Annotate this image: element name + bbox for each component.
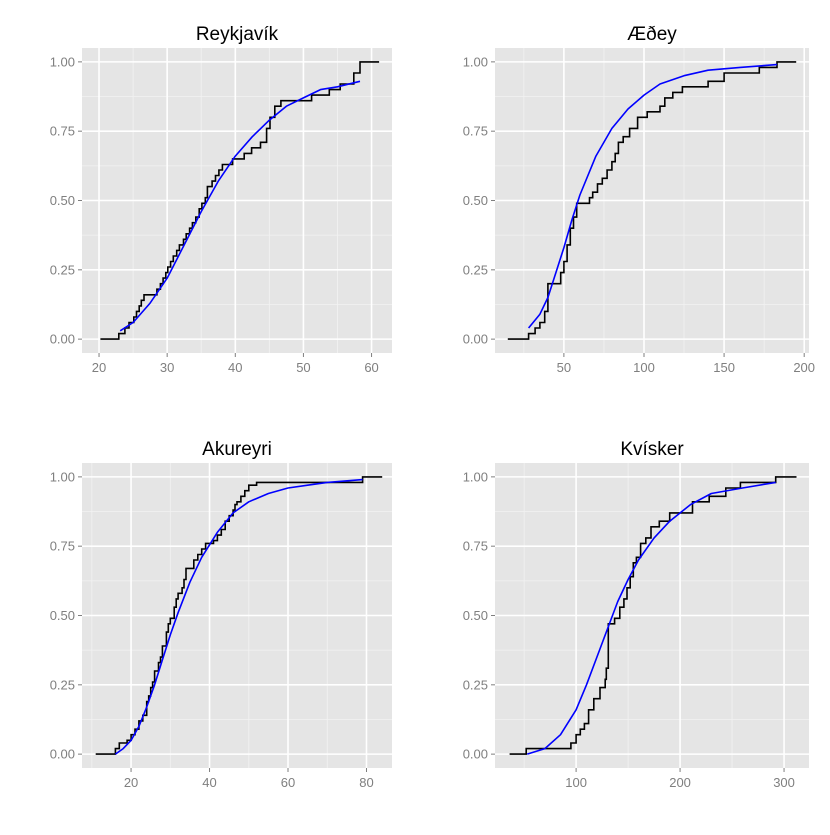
- chart-panel-2: 0.00 0.25 0.50 0.75 1.00 50 100 150 200 Æðey: [463, 24, 815, 375]
- x-tick-label: 40: [228, 360, 242, 375]
- y-tick-label: 0.50: [463, 193, 488, 208]
- panel-title: Kvísker: [620, 439, 684, 460]
- x-tick-label: 300: [773, 775, 795, 790]
- x-tick-label: 20: [124, 775, 138, 790]
- y-tick-label: 0.25: [463, 262, 488, 277]
- y-tick-label: 0.25: [50, 262, 75, 277]
- y-tick-label: 0.00: [50, 332, 75, 347]
- x-tick-label: 80: [359, 775, 373, 790]
- panel-title: Reykjavík: [196, 24, 279, 45]
- x-tick-label: 100: [565, 775, 587, 790]
- ecdf-step-line: [507, 61, 797, 340]
- x-tick-label: 20: [92, 360, 106, 375]
- y-tick-label: 0.50: [50, 608, 75, 623]
- chart-panel-3: 0.00 0.25 0.50 0.75 1.00 20 40 60 80 Akureyri: [50, 439, 392, 790]
- fitted-cdf-line: [114, 478, 363, 755]
- y-tick-label: 0.75: [463, 539, 488, 554]
- panel-title: Æðey: [627, 24, 677, 45]
- y-tick-label: 1.00: [50, 54, 75, 69]
- y-tick-label: 0.00: [50, 747, 75, 762]
- y-tick-label: 0.25: [463, 677, 488, 692]
- y-tick-label: 0.75: [463, 124, 488, 139]
- y-tick-label: 0.75: [50, 539, 75, 554]
- chart-panel-1: 0.00 0.25 0.50 0.75 1.00 20 30 40 50 60 Reykjavík: [50, 24, 392, 375]
- y-tick-label: 0.50: [50, 193, 75, 208]
- x-tick-label: 200: [793, 360, 815, 375]
- fitted-cdf-line: [527, 63, 778, 329]
- x-tick-label: 200: [669, 775, 691, 790]
- x-tick-label: 40: [202, 775, 216, 790]
- y-tick-label: 1.00: [463, 469, 488, 484]
- fitted-cdf-line: [119, 80, 361, 332]
- y-tick-label: 0.75: [50, 124, 75, 139]
- chart-panel-4: 0.00 0.25 0.50 0.75 1.00 100 200 300 Kvísker: [463, 439, 809, 790]
- fitted-cdf-line: [526, 481, 776, 755]
- x-tick-label: 150: [713, 360, 735, 375]
- x-tick-label: 100: [633, 360, 655, 375]
- panel-title: Akureyri: [202, 439, 272, 460]
- x-tick-label: 50: [557, 360, 571, 375]
- y-tick-label: 0.00: [463, 747, 488, 762]
- y-tick-label: 0.00: [463, 332, 488, 347]
- y-tick-label: 0.50: [463, 608, 488, 623]
- x-tick-label: 60: [364, 360, 378, 375]
- x-tick-label: 30: [160, 360, 174, 375]
- y-tick-label: 0.25: [50, 677, 75, 692]
- y-tick-label: 1.00: [50, 469, 75, 484]
- ecdf-step-line: [509, 476, 797, 755]
- x-tick-label: 50: [296, 360, 310, 375]
- y-tick-label: 1.00: [463, 54, 488, 69]
- x-tick-label: 60: [281, 775, 295, 790]
